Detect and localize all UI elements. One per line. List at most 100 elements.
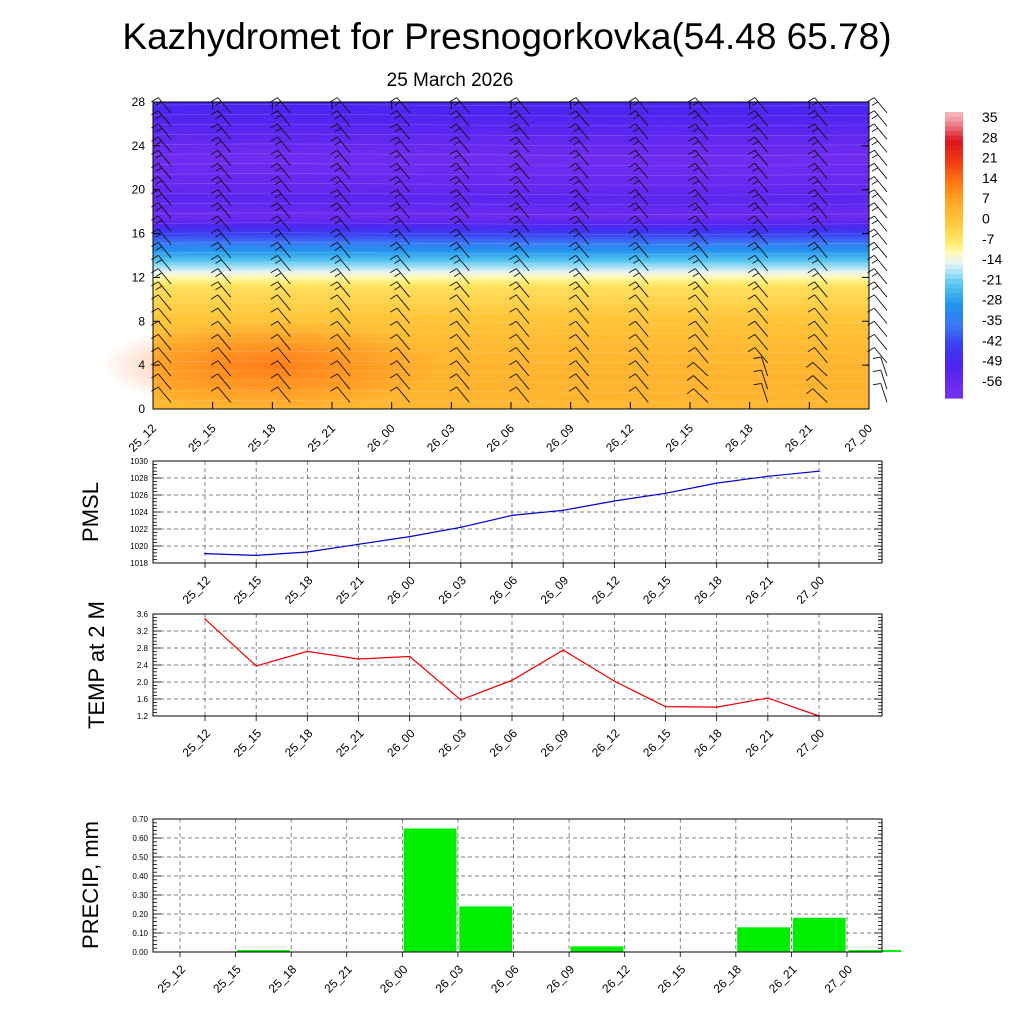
wind-barb-flag xyxy=(686,362,694,368)
wind-barb-flag xyxy=(389,162,398,168)
wind-barb-flag xyxy=(628,255,636,260)
wind-barb-shaft xyxy=(217,360,232,377)
wind-barb-flag xyxy=(568,110,577,116)
wind-barb-flag xyxy=(628,307,636,313)
wind-barb-flag xyxy=(807,149,815,155)
wind-barb-shaft xyxy=(336,347,351,364)
wind-barb-flag xyxy=(509,334,517,339)
wind-barb-flag xyxy=(747,255,756,260)
wind-barb-shaft xyxy=(754,97,769,114)
y-tick-label: 0.40 xyxy=(132,872,148,881)
colorbar-segment xyxy=(945,283,963,289)
wind-barb-flag xyxy=(449,136,457,142)
wind-barb-flag xyxy=(394,285,401,291)
temp-point xyxy=(204,618,206,620)
wind-barb-shaft xyxy=(217,242,232,258)
wind-barb-shaft xyxy=(575,294,590,311)
colorbar-label: 28 xyxy=(982,129,998,145)
y-tick-label: 2.8 xyxy=(137,644,149,653)
x-tick-label: 26_06 xyxy=(488,962,522,996)
wind-barb-flag xyxy=(270,334,278,339)
wind-barb-flag xyxy=(270,149,278,155)
wind-barb-flag xyxy=(688,176,696,182)
wind-barb-shaft xyxy=(754,242,769,258)
wind-barb-flag xyxy=(568,347,577,353)
contour-line xyxy=(152,222,870,225)
wind-barb-flag xyxy=(747,110,756,116)
wind-barb-shaft xyxy=(217,373,232,390)
wind-barb-flag xyxy=(394,272,401,277)
wind-barb-shaft xyxy=(157,360,172,377)
wind-barb-shaft xyxy=(814,255,828,272)
wind-barb-flag xyxy=(389,373,398,379)
wind-barb-shaft xyxy=(515,215,530,232)
wind-barb-flag xyxy=(449,162,457,168)
wind-barb-flag xyxy=(807,123,815,129)
wind-barb-flag xyxy=(688,136,696,142)
wind-barb-shaft xyxy=(575,386,590,403)
wind-barb-shaft xyxy=(635,255,649,272)
wind-barb-shaft xyxy=(812,362,828,377)
wind-barb-flag xyxy=(210,97,219,103)
x-tick-label: 26_15 xyxy=(640,573,674,607)
precip-bar xyxy=(737,927,790,952)
wind-barb-flag xyxy=(747,281,756,287)
wind-barb-flag xyxy=(747,334,756,339)
colorbar-segment xyxy=(945,359,963,366)
wind-barb-shaft xyxy=(277,268,291,285)
pmsl-point xyxy=(613,500,616,502)
wind-barb-flag xyxy=(632,180,640,185)
wind-barb-flag xyxy=(210,360,219,366)
wind-barb-flag xyxy=(270,386,278,392)
wind-barb-shaft xyxy=(814,347,828,364)
wind-barb-shaft xyxy=(396,110,411,127)
wind-barb-shaft xyxy=(873,334,888,351)
wind-barb-flag xyxy=(747,307,756,313)
wind-barb-flag xyxy=(330,189,338,195)
wind-barb-shaft xyxy=(515,123,530,140)
colorbar-segment xyxy=(945,250,963,256)
wind-barb-shaft xyxy=(157,268,172,285)
wind-barb-shaft xyxy=(157,215,172,232)
pmsl-point xyxy=(562,509,564,512)
wind-barb-shaft xyxy=(157,176,172,193)
colorbar-segment xyxy=(945,388,963,394)
temp-point xyxy=(255,665,257,667)
wind-barb-shaft xyxy=(694,294,709,311)
colorbar-segment xyxy=(945,116,963,123)
colorbar-segment xyxy=(945,293,963,299)
wind-barb-flag xyxy=(871,167,879,172)
wind-barb-shaft xyxy=(694,110,709,127)
wind-barb-flag xyxy=(628,386,636,392)
wind-barb-flag xyxy=(807,255,815,260)
y-tick-label: 3.6 xyxy=(137,610,149,619)
wind-barb-flag xyxy=(628,268,636,274)
colorbar-label: -49 xyxy=(982,353,1002,369)
colorbar-segment xyxy=(945,312,963,318)
x-tick-label: 25_12 xyxy=(180,573,214,607)
wind-barb-flag xyxy=(334,285,342,291)
wind-barb-flag xyxy=(692,246,700,251)
precip-bar xyxy=(237,950,290,952)
colorbar-segment xyxy=(945,331,963,337)
wind-barb-shaft xyxy=(635,136,649,153)
colorbar-segment xyxy=(945,221,963,227)
wind-barb-shaft xyxy=(694,123,709,140)
wind-barb-shaft xyxy=(515,334,530,351)
heatmap-x-tick-label: 25_15 xyxy=(185,421,219,455)
wind-barb-shaft xyxy=(575,307,590,324)
wind-barb-flag xyxy=(453,272,461,277)
wind-barb-flag xyxy=(449,123,457,129)
colorbar-label: -28 xyxy=(982,292,1002,308)
wind-barb-shaft xyxy=(456,373,470,390)
wind-barb-flag xyxy=(453,180,461,185)
wind-barb-flag xyxy=(747,215,756,221)
wind-barb-flag xyxy=(807,307,815,313)
wind-barb-shaft xyxy=(456,123,470,140)
colorbar-segment xyxy=(945,350,963,356)
wind-barb-flag xyxy=(628,373,636,379)
wind-barb-shaft xyxy=(873,202,888,219)
wind-barb-flag xyxy=(274,140,282,146)
wind-barb-shaft xyxy=(694,268,709,285)
